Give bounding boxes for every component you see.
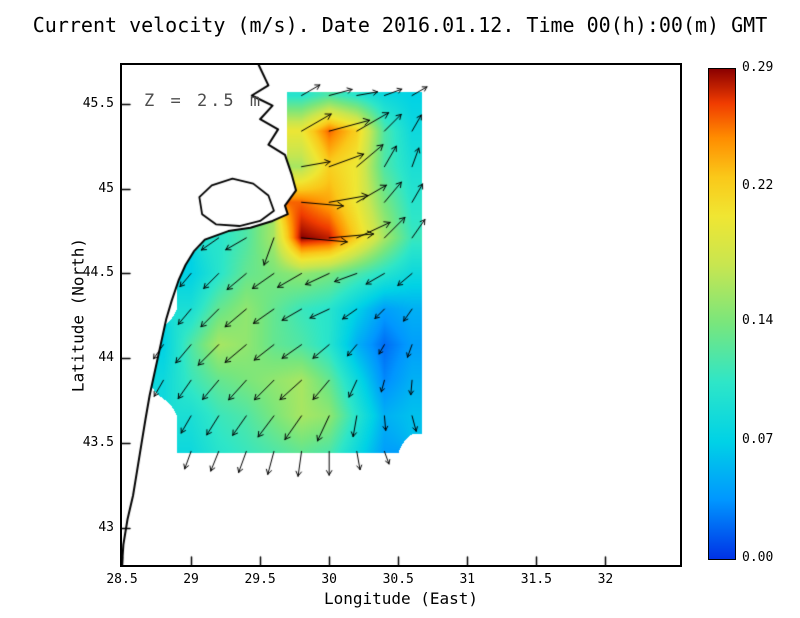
x-tick-label: 32 (597, 572, 614, 587)
x-tick-label: 30.5 (382, 572, 414, 587)
x-tick-label: 28.5 (106, 572, 138, 587)
x-tick-label: 29.5 (244, 572, 276, 587)
x-tick-label: 31 (459, 572, 476, 587)
colorbar (708, 68, 736, 560)
x-tick-label: 29 (183, 572, 199, 587)
colorbar-tick-label: 0.29 (742, 60, 774, 75)
colorbar-tick-label: 0.22 (742, 178, 774, 194)
y-tick-label: 45.5 (82, 95, 114, 111)
chart-title: Current velocity (m/s). Date 2016.01.12.… (32, 13, 768, 37)
x-tick-label: 30 (321, 572, 337, 587)
colorbar-tick-label: 0.07 (742, 431, 774, 447)
x-axis-label: Longitude (East) (323, 589, 479, 608)
colorbar-tick-label: 0.14 (742, 313, 774, 329)
plot-area: Z = 2.5 m (120, 63, 682, 567)
y-axis-label: Latitude (North) (68, 237, 88, 393)
y-tick-label: 43 (98, 519, 114, 535)
x-tick-label: 31.5 (520, 572, 552, 587)
velocity-field-canvas (122, 65, 680, 565)
colorbar-tick-label: 0.00 (742, 550, 774, 565)
depth-annotation: Z = 2.5 m (144, 91, 264, 111)
y-tick-label: 45 (98, 180, 114, 196)
y-tick-label: 43.5 (82, 434, 114, 450)
